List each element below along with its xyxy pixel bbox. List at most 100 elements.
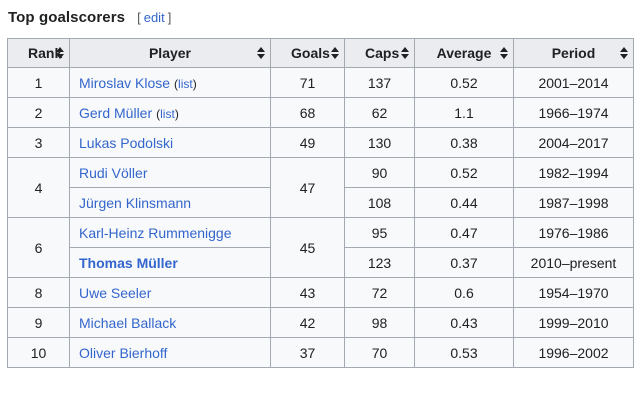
average-cell: 0.52: [414, 157, 514, 188]
table-row: 3 Lukas Podolski 49 130 0.38 2004–2017: [7, 127, 634, 158]
header-row: Rank Player Goals Caps Average Period: [7, 38, 634, 68]
column-header-rank[interactable]: Rank: [7, 38, 70, 68]
table-row: Jürgen Klinsmann 108 0.44 1987–1998: [8, 187, 634, 218]
goals-cell: 47: [270, 157, 345, 218]
page-title: Top goalscorers: [8, 9, 126, 26]
player-cell: Oliver Bierhoff: [69, 337, 271, 368]
column-header-goals[interactable]: Goals: [270, 38, 345, 68]
rank-cell: 6: [7, 217, 70, 278]
player-cell: Rudi Völler: [69, 157, 271, 188]
player-link[interactable]: Oliver Bierhoff: [79, 344, 168, 361]
caps-cell: 137: [344, 67, 415, 98]
player-link[interactable]: Michael Ballack: [79, 314, 177, 331]
table-row: 1 Miroslav Klose (list) 71 137 0.52 2001–…: [7, 67, 634, 98]
player-link[interactable]: Miroslav Klose: [79, 74, 171, 91]
column-header-label: Goals: [291, 45, 330, 61]
edit-section: [edit]: [137, 10, 171, 25]
goals-cell: 43: [270, 277, 345, 308]
table-row: Thomas Müller 123 0.37 2010–present: [8, 247, 634, 278]
player-cell: Karl-Heinz Rummenigge: [69, 217, 271, 248]
average-cell: 0.6: [414, 277, 514, 308]
column-header-player[interactable]: Player: [69, 38, 271, 68]
edit-bracket-open: [: [137, 10, 141, 25]
sort-up-down-icon: [500, 47, 508, 59]
goals-cell: 42: [270, 307, 345, 338]
goals-cell: 71: [270, 67, 345, 98]
column-header-caps[interactable]: Caps: [344, 38, 415, 68]
paren-open: (: [156, 106, 161, 121]
caps-cell: 72: [344, 277, 415, 308]
rank-cell: 1: [7, 67, 70, 98]
average-cell: 0.47: [414, 217, 514, 248]
table-row: 6 Karl-Heinz Rummenigge 45 95 0.47 1976–…: [7, 217, 634, 278]
rank-cell: 3: [7, 127, 70, 158]
period-cell: 2010–present: [513, 247, 634, 278]
average-cell: 0.37: [414, 247, 514, 278]
average-cell: 0.44: [414, 187, 514, 218]
caps-cell: 62: [344, 97, 415, 128]
caps-cell: 70: [344, 337, 415, 368]
column-header-label: Caps: [365, 45, 400, 61]
column-header-period[interactable]: Period: [513, 38, 634, 68]
edit-link[interactable]: edit: [143, 10, 165, 25]
goals-cell: 68: [270, 97, 345, 128]
period-cell: 2004–2017: [513, 127, 634, 158]
player-link[interactable]: Gerd Müller: [79, 104, 153, 121]
list-link[interactable]: list: [178, 76, 193, 91]
caps-cell: 95: [344, 217, 415, 248]
goals-cell: 45: [270, 217, 345, 278]
sort-up-down-icon: [331, 47, 339, 59]
player-link[interactable]: Uwe Seeler: [79, 284, 152, 301]
player-cell: Gerd Müller (list): [69, 97, 271, 128]
column-header-label: Rank: [28, 45, 63, 61]
period-cell: 1966–1974: [513, 97, 634, 128]
rank-cell: 9: [7, 307, 70, 338]
player-cell: Uwe Seeler: [69, 277, 271, 308]
list-note: (list): [156, 107, 179, 121]
period-cell: 1987–1998: [513, 187, 634, 218]
paren-close: ): [174, 106, 179, 121]
period-cell: 1996–2002: [513, 337, 634, 368]
player-cell: Michael Ballack: [69, 307, 271, 338]
period-cell: 1982–1994: [513, 157, 634, 188]
average-cell: 0.52: [414, 67, 514, 98]
caps-cell: 123: [344, 247, 415, 278]
caps-cell: 130: [344, 127, 415, 158]
player-cell: Lukas Podolski: [69, 127, 271, 158]
column-header-label: Period: [551, 45, 596, 61]
table-row: 8 Uwe Seeler 43 72 0.6 1954–1970: [7, 277, 634, 308]
rank-cell: 8: [7, 277, 70, 308]
list-link[interactable]: list: [160, 106, 175, 121]
paren-open: (: [174, 76, 179, 91]
sort-up-down-icon: [620, 47, 628, 59]
goals-cell: 37: [270, 337, 345, 368]
player-link[interactable]: Lukas Podolski: [79, 134, 174, 151]
player-link[interactable]: Karl-Heinz Rummenigge: [79, 224, 232, 241]
sort-up-down-icon: [257, 47, 265, 59]
paren-close: ): [192, 76, 197, 91]
section-heading: Top goalscorers [edit]: [0, 0, 640, 26]
player-cell: Thomas Müller: [69, 247, 271, 278]
rank-cell: 10: [7, 337, 70, 368]
column-header-average[interactable]: Average: [414, 38, 514, 68]
period-cell: 1954–1970: [513, 277, 634, 308]
caps-cell: 90: [344, 157, 415, 188]
table-row: 2 Gerd Müller (list) 68 62 1.1 1966–1974: [7, 97, 634, 128]
list-note: (list): [174, 77, 197, 91]
caps-cell: 98: [344, 307, 415, 338]
period-cell: 2001–2014: [513, 67, 634, 98]
player-link[interactable]: Thomas Müller: [79, 254, 178, 271]
edit-bracket-close: ]: [167, 10, 172, 25]
player-link[interactable]: Rudi Völler: [79, 164, 148, 181]
period-cell: 1976–1986: [513, 217, 634, 248]
column-header-label: Average: [436, 45, 492, 61]
rank-cell: 2: [7, 97, 70, 128]
player-cell: Miroslav Klose (list): [69, 67, 271, 98]
table-row: 4 Rudi Völler 47 90 0.52 1982–1994: [7, 157, 634, 218]
average-cell: 0.43: [414, 307, 514, 338]
average-cell: 0.38: [414, 127, 514, 158]
average-cell: 1.1: [414, 97, 514, 128]
table-row: 10 Oliver Bierhoff 37 70 0.53 1996–2002: [7, 337, 634, 368]
period-cell: 1999–2010: [513, 307, 634, 338]
player-link[interactable]: Jürgen Klinsmann: [79, 194, 192, 211]
